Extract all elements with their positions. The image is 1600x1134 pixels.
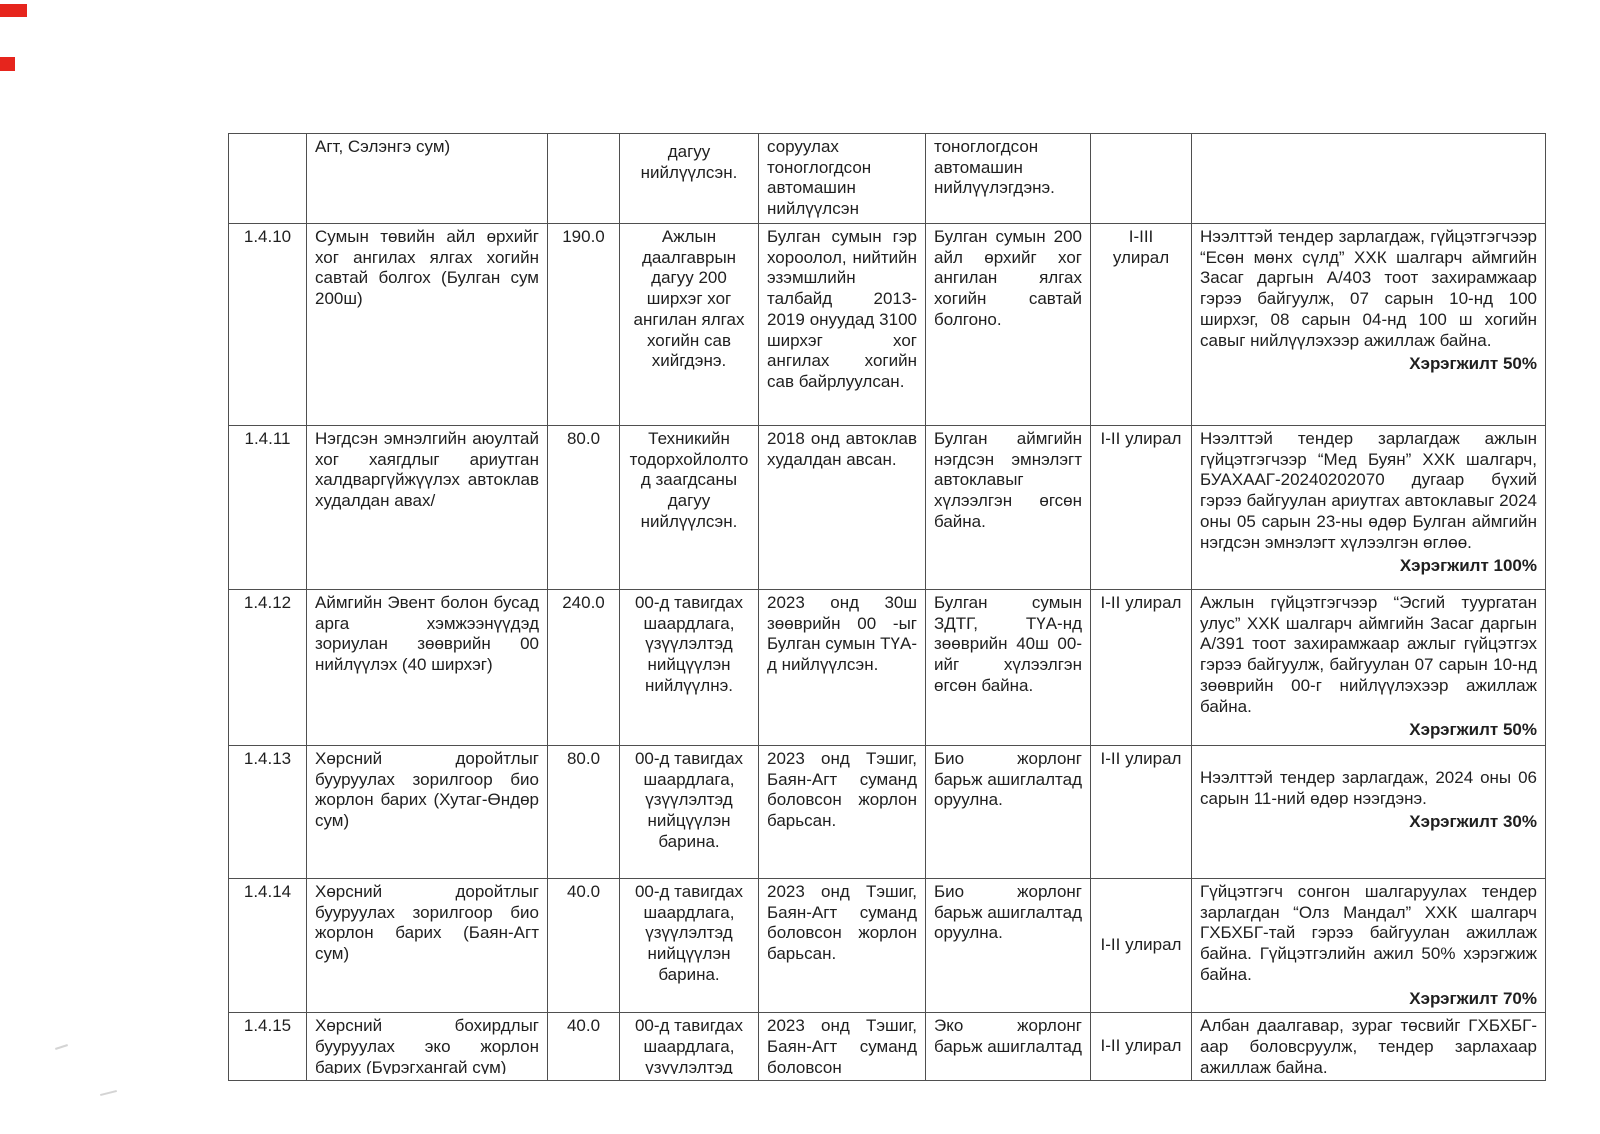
cell-criteria: Техникийн тодорхойлолтод заагдсаны дагуу… bbox=[619, 424, 759, 590]
cell-baseline: 2023 онд Тэшиг, Баян-Агт суманд боловсон… bbox=[758, 877, 926, 1014]
table-row: 1.4.13 Хөрсний доройтлыг бууруулах зорил… bbox=[228, 744, 1546, 879]
cell-quarter: I-II улирал bbox=[1090, 588, 1192, 746]
red-scan-mark-lower bbox=[0, 57, 15, 71]
table-row: 1.4.15 Хөрсний бохирдлыг бууруулах эко ж… bbox=[228, 1012, 1546, 1082]
progress-label: Хэрэгжилт 30% bbox=[1409, 812, 1537, 832]
cell-baseline: 2023 онд Тэшиг, Баян-Агт суманд боловсон bbox=[758, 1012, 926, 1082]
cell-budget: 80.0 bbox=[547, 744, 620, 879]
cell-baseline: 2023 онд Тэшиг, Баян-Агт суманд боловсон… bbox=[758, 744, 926, 879]
cell-status: Албан даалгавар, зураг төсвийг ГХБХБГ-аа… bbox=[1191, 1012, 1546, 1082]
cell-criteria: 00-д тавигдах шаардлага, үзүүлэлтэд нийц… bbox=[619, 588, 759, 746]
cell-no: 1.4.11 bbox=[228, 424, 307, 590]
cell-status: Нээлттэй тендер зарлагдаж, 2024 оны 06 с… bbox=[1191, 744, 1546, 879]
cell-budget bbox=[547, 133, 620, 224]
cell-budget: 80.0 bbox=[547, 424, 620, 590]
cell-status: Нээлттэй тендер зарлагдаж ажлын гүйцэтгэ… bbox=[1191, 424, 1546, 590]
cell-no: 1.4.13 bbox=[228, 744, 307, 879]
cell-no: 1.4.10 bbox=[228, 222, 307, 426]
cell-baseline: 2018 онд автоклав худалдан авсан. bbox=[758, 424, 926, 590]
cell-no: 1.4.14 bbox=[228, 877, 307, 1014]
cell-criteria: 00-д тавигдах шаардлага, үзүүлэлтэд bbox=[619, 1012, 759, 1082]
progress-label: Хэрэгжилт 50% bbox=[1409, 354, 1537, 374]
cell-status bbox=[1191, 133, 1546, 224]
cell-baseline: 2023 онд 30ш зөөврийн 00 -ыг Булган сумы… bbox=[758, 588, 926, 746]
cell-budget: 40.0 bbox=[547, 1012, 620, 1082]
pencil-mark bbox=[55, 1044, 68, 1050]
cell-quarter bbox=[1090, 133, 1192, 224]
cell-criteria: дагуу нийлүүлсэн. bbox=[619, 133, 759, 224]
cell-quarter: I-II улирал bbox=[1090, 877, 1192, 1014]
cell-expected: Био жорлонг барьж ашиглалтад оруулна. bbox=[925, 744, 1091, 879]
cell-expected: Булган аймгийн нэгдсэн эмнэлэгт автоклав… bbox=[925, 424, 1091, 590]
cell-baseline: Булган сумын гэр хороолол, нийтийн эзэмш… bbox=[758, 222, 926, 426]
cell-expected: Булган сумын 200 айл өрхийг хог ангилан … bbox=[925, 222, 1091, 426]
cell-task: Сумын төвийн айл өрхийг хог ангилах ялга… bbox=[306, 222, 548, 426]
red-scan-mark-top bbox=[0, 4, 27, 17]
cell-expected: тоноглогдсон автомашин нийлүүлэгдэнэ. bbox=[925, 133, 1091, 224]
report-table: Агт, Сэлэнгэ сум) дагуу нийлүүлсэн. сору… bbox=[228, 133, 1546, 1082]
cell-quarter: I-II улирал bbox=[1090, 424, 1192, 590]
cell-budget: 40.0 bbox=[547, 877, 620, 1014]
table-row: Агт, Сэлэнгэ сум) дагуу нийлүүлсэн. сору… bbox=[228, 133, 1546, 224]
cell-quarter: I-II улирал bbox=[1090, 744, 1192, 879]
progress-label: Хэрэгжилт 70% bbox=[1409, 988, 1537, 1008]
cell-criteria: 00-д тавигдах шаардлага, үзүүлэлтэд нийц… bbox=[619, 744, 759, 879]
cell-criteria: 00-д тавигдах шаардлага, үзүүлэлтэд нийц… bbox=[619, 877, 759, 1014]
cell-task: Хөрсний доройтлыг бууруулах зорилгоор би… bbox=[306, 877, 548, 1014]
progress-label: Хэрэгжилт 100% bbox=[1399, 556, 1537, 576]
table-row: 1.4.14 Хөрсний доройтлыг бууруулах зорил… bbox=[228, 877, 1546, 1014]
cell-status: Гүйцэтгэгч сонгон шалгаруулах тендер зар… bbox=[1191, 877, 1546, 1014]
table-row: 1.4.10 Сумын төвийн айл өрхийг хог ангил… bbox=[228, 222, 1546, 426]
cell-criteria: Ажлын даалгаврын дагуу 200 ширхэг хог ан… bbox=[619, 222, 759, 426]
cell-no: 1.4.12 bbox=[228, 588, 307, 746]
cell-baseline: соруулах тоноглогдсон автомашин нийлүүлс… bbox=[758, 133, 926, 224]
cell-expected: Био жорлонг барьж ашиглалтад оруулна. bbox=[925, 877, 1091, 1014]
cell-expected: Булган сумын ЗДТГ, ТҮА-нд зөөврийн 40ш 0… bbox=[925, 588, 1091, 746]
cell-budget: 240.0 bbox=[547, 588, 620, 746]
cell-task: Аймгийн Эвент болон бусад арга хэмжээнүү… bbox=[306, 588, 548, 746]
cell-expected: Эко жорлонг барьж ашиглалтад bbox=[925, 1012, 1091, 1082]
cell-task: Агт, Сэлэнгэ сум) bbox=[306, 133, 548, 224]
table-row: 1.4.11 Нэгдсэн эмнэлгийн аюултай хог хая… bbox=[228, 424, 1546, 590]
cell-budget: 190.0 bbox=[547, 222, 620, 426]
cell-status: Ажлын гүйцэтгэгчээр “Эсгий туургатан улу… bbox=[1191, 588, 1546, 746]
cell-status: Нээлттэй тендер зарлагдаж, гүйцэтгэгчээр… bbox=[1191, 222, 1546, 426]
cell-no: 1.4.15 bbox=[228, 1012, 307, 1082]
cell-task: Нэгдсэн эмнэлгийн аюултай хог хаягдлыг а… bbox=[306, 424, 548, 590]
cell-quarter: I-III улирал bbox=[1090, 222, 1192, 426]
progress-label: Хэрэгжилт 50% bbox=[1409, 720, 1537, 740]
cell-quarter: I-II улирал bbox=[1090, 1012, 1192, 1082]
cell-no bbox=[228, 133, 307, 224]
table-row: 1.4.12 Аймгийн Эвент болон бусад арга хэ… bbox=[228, 588, 1546, 746]
cell-task: Хөрсний доройтлыг бууруулах зорилгоор би… bbox=[306, 744, 548, 879]
pencil-mark bbox=[100, 1089, 117, 1097]
cell-task: Хөрсний бохирдлыг бууруулах эко жорлон б… bbox=[306, 1012, 548, 1082]
